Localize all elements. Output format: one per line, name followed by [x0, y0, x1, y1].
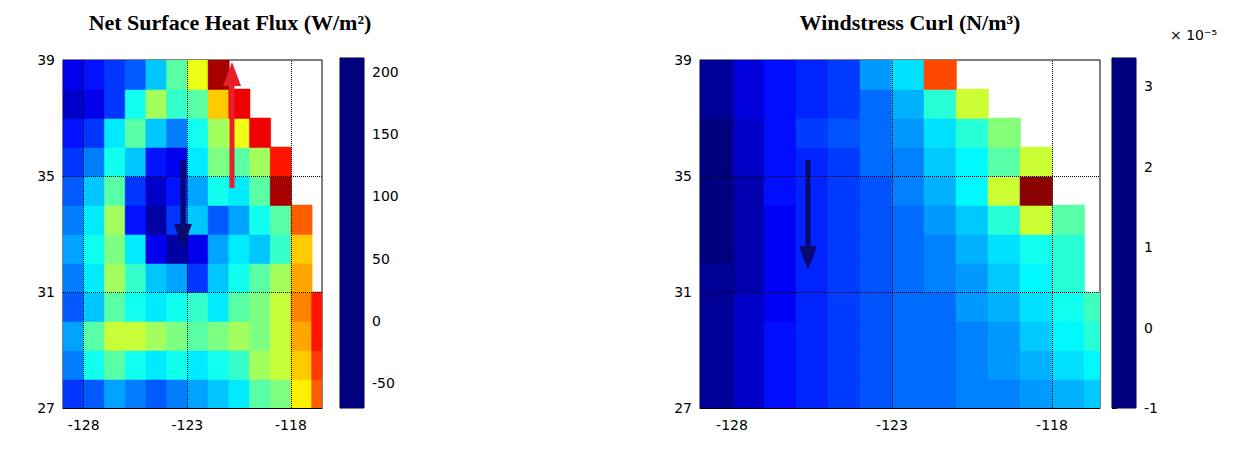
svg-text:-128: -128 — [716, 417, 748, 433]
svg-text:× 10⁻⁵: × 10⁻⁵ — [1170, 27, 1217, 43]
svg-text:50: 50 — [372, 251, 390, 267]
svg-text:0: 0 — [1144, 320, 1153, 336]
svg-text:Net Surface Heat Flux (W/m²): Net Surface Heat Flux (W/m²) — [89, 10, 372, 35]
svg-text:27: 27 — [674, 400, 692, 416]
svg-text:Windstress Curl (N/m³): Windstress Curl (N/m³) — [800, 10, 1021, 35]
svg-text:1: 1 — [1144, 239, 1153, 255]
svg-text:3: 3 — [1144, 78, 1153, 94]
svg-text:35: 35 — [674, 168, 692, 184]
svg-text:-118: -118 — [1036, 417, 1068, 433]
svg-text:150: 150 — [372, 126, 399, 142]
svg-text:-123: -123 — [171, 417, 203, 433]
svg-text:-118: -118 — [275, 417, 307, 433]
svg-text:-1: -1 — [1144, 400, 1158, 416]
svg-text:100: 100 — [372, 188, 399, 204]
svg-text:39: 39 — [37, 52, 55, 68]
svg-text:-123: -123 — [876, 417, 908, 433]
svg-text:2: 2 — [1144, 159, 1153, 175]
svg-text:-128: -128 — [68, 417, 100, 433]
svg-text:0: 0 — [372, 313, 381, 329]
svg-text:39: 39 — [674, 52, 692, 68]
svg-text:-50: -50 — [372, 375, 395, 391]
svg-text:200: 200 — [372, 64, 399, 80]
svg-text:27: 27 — [37, 400, 55, 416]
svg-text:31: 31 — [674, 284, 692, 300]
svg-text:31: 31 — [37, 284, 55, 300]
svg-text:35: 35 — [37, 168, 55, 184]
